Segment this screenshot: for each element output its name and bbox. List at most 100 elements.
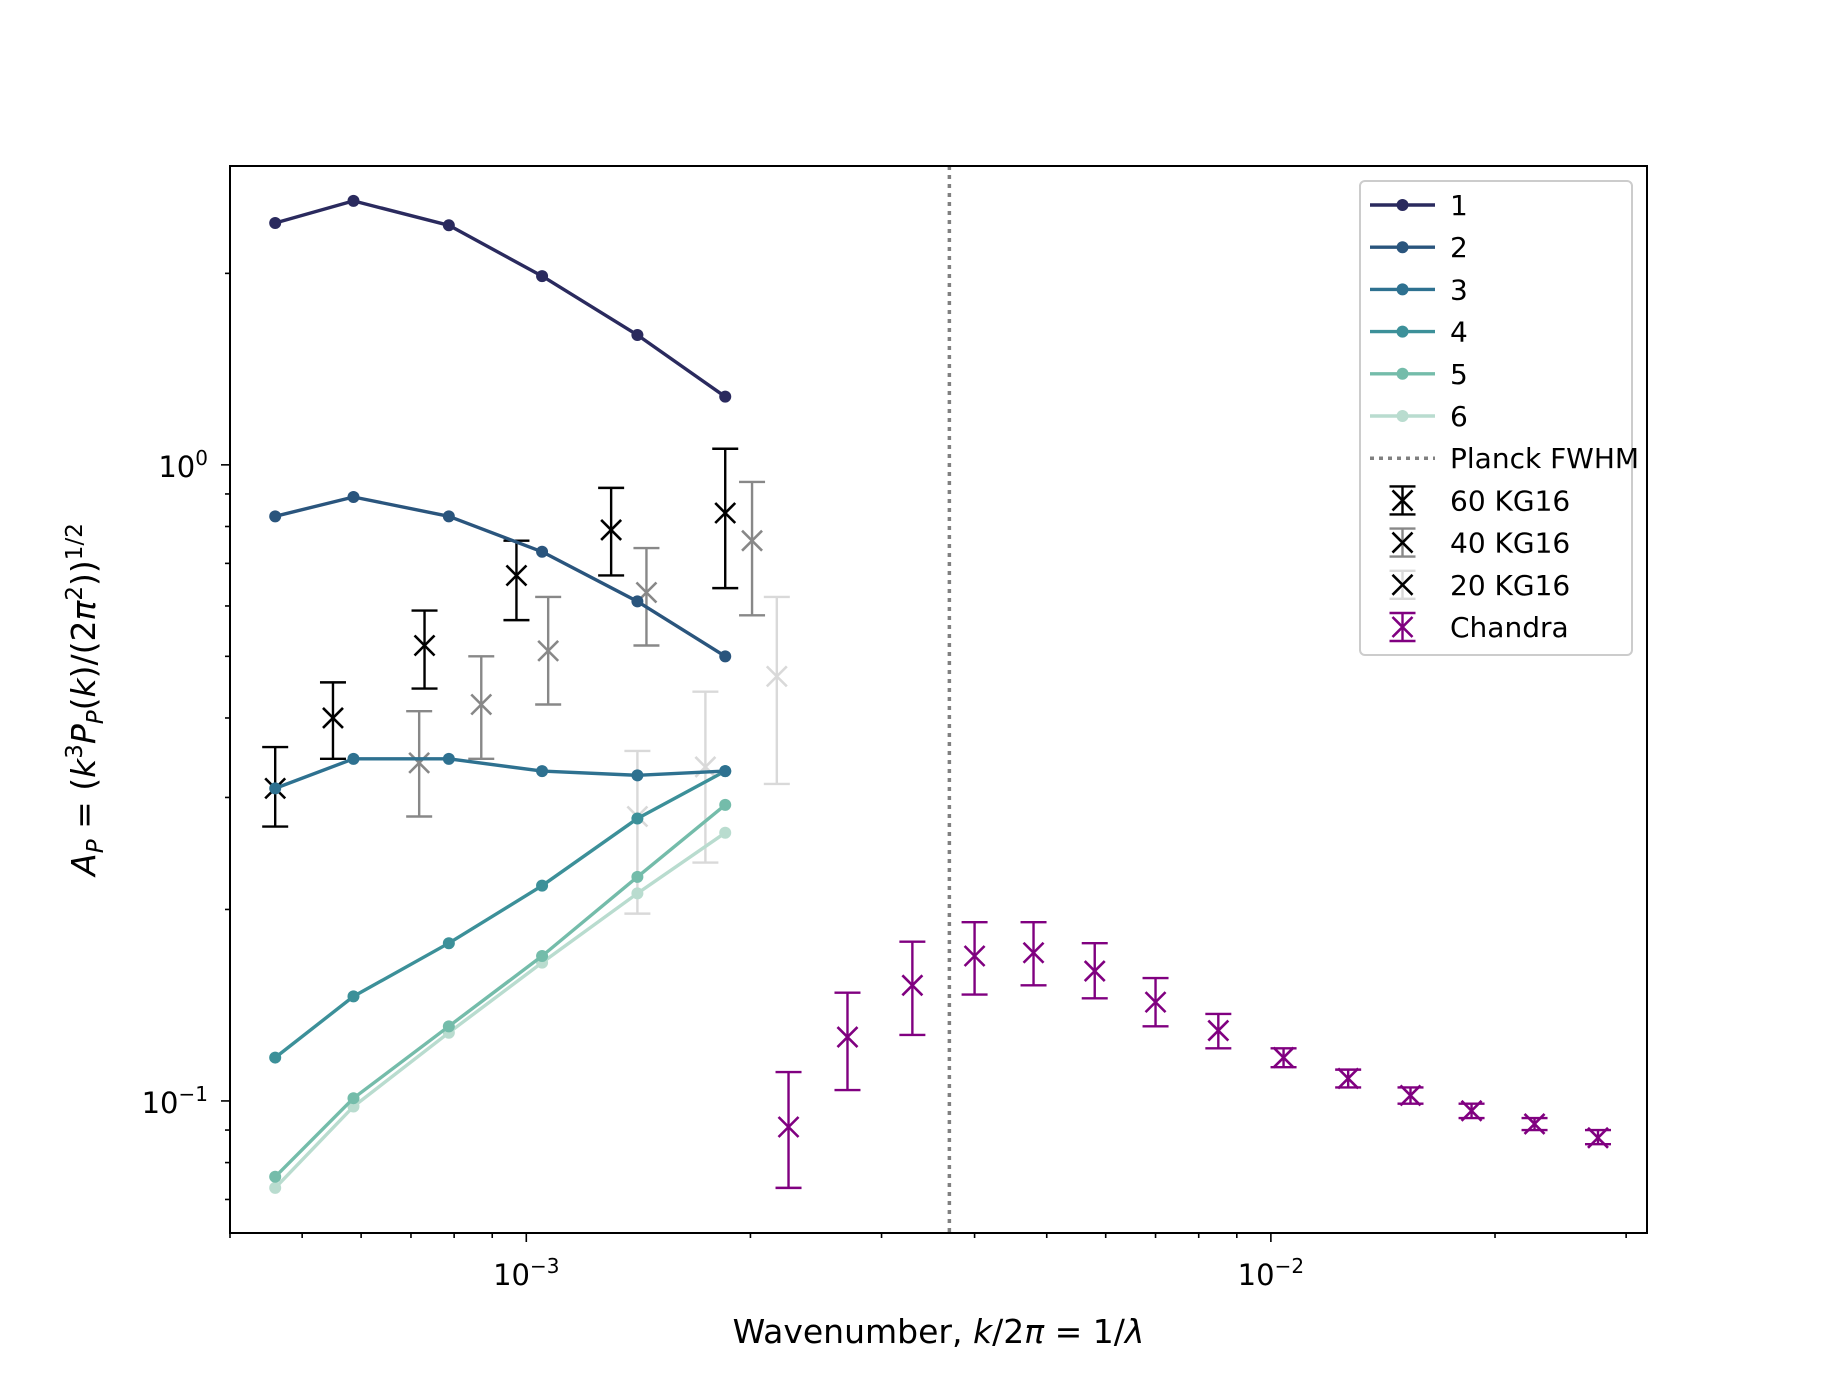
point-2-5 bbox=[719, 650, 732, 663]
legend-marker-swatch bbox=[1396, 241, 1409, 254]
errorbar-2-1 bbox=[692, 690, 719, 864]
marker-1-1 bbox=[470, 693, 493, 716]
legend-x-marker-swatch bbox=[1391, 489, 1414, 512]
marker-0-4 bbox=[600, 519, 623, 541]
plot-frame bbox=[229, 165, 1648, 1234]
legend-marker-swatch bbox=[1396, 410, 1409, 422]
legend-item-2: 2 bbox=[1370, 231, 1468, 264]
legend-box bbox=[1359, 180, 1633, 656]
point-1-4 bbox=[631, 329, 644, 342]
line-1 bbox=[274, 199, 727, 399]
line-6 bbox=[273, 831, 727, 1190]
point-5-0 bbox=[269, 1170, 282, 1183]
legend-item-60-kg16: 60 KG16 bbox=[1389, 484, 1570, 517]
legend-label: 6 bbox=[1450, 400, 1468, 433]
legend-marker-swatch bbox=[1396, 325, 1409, 338]
x-tick-label-0: 10−3 bbox=[493, 1254, 559, 1292]
line-2 bbox=[274, 495, 727, 658]
point-6-5 bbox=[719, 826, 732, 839]
point-3-4 bbox=[631, 769, 644, 782]
marker-3-13 bbox=[1587, 1126, 1609, 1149]
line-series-2 bbox=[269, 491, 732, 663]
line-series-3 bbox=[269, 752, 732, 795]
marker-0-3 bbox=[505, 564, 528, 587]
errorbar-0-5 bbox=[712, 447, 739, 590]
point-2-0 bbox=[269, 510, 282, 523]
errorbar-2-2 bbox=[763, 595, 790, 786]
point-5-2 bbox=[442, 1020, 455, 1033]
legend-label: 60 KG16 bbox=[1450, 484, 1570, 517]
legend-marker-swatch bbox=[1396, 367, 1409, 380]
errorbar-1-4 bbox=[739, 480, 766, 617]
point-5-3 bbox=[536, 949, 549, 962]
legend-label: Chandra bbox=[1450, 611, 1569, 644]
point-3-0 bbox=[269, 782, 282, 795]
marker-0-5 bbox=[714, 502, 737, 524]
line-5 bbox=[273, 803, 727, 1178]
marker-0-2 bbox=[413, 634, 436, 657]
marker-1-0 bbox=[408, 751, 431, 774]
errorbar-1-1 bbox=[468, 655, 495, 761]
marker-3-10 bbox=[1399, 1084, 1422, 1107]
point-1-0 bbox=[269, 217, 282, 230]
legend-label: 5 bbox=[1450, 358, 1468, 391]
legend-item-6: 6 bbox=[1370, 400, 1468, 433]
point-5-4 bbox=[631, 870, 644, 883]
errorbar-3-2 bbox=[899, 940, 926, 1037]
point-6-4 bbox=[631, 887, 644, 900]
marker-3-1 bbox=[836, 1026, 859, 1049]
y-tick-label-0: 10−1 bbox=[142, 1082, 208, 1120]
errorbar-3-0 bbox=[775, 1070, 802, 1190]
point-4-4 bbox=[631, 812, 644, 825]
legend-item-20-kg16: 20 KG16 bbox=[1389, 569, 1570, 602]
legend-label: Planck FWHM bbox=[1450, 442, 1639, 475]
legend-label: 2 bbox=[1450, 231, 1468, 264]
legend: 1 2 3 4 5 6 Planck FWHM 60 KG16 40 KG16 20 KG16 Ch… bbox=[1359, 180, 1639, 656]
axes-layer: 10−3 10−2 10−1 100 bbox=[142, 272, 1627, 1292]
marker-3-12 bbox=[1523, 1113, 1546, 1135]
marker-3-8 bbox=[1272, 1046, 1295, 1069]
legend-label: 20 KG16 bbox=[1450, 569, 1570, 602]
point-3-2 bbox=[442, 752, 455, 765]
point-1-2 bbox=[442, 219, 455, 232]
legend-item-4: 4 bbox=[1370, 316, 1468, 349]
point-2-3 bbox=[536, 545, 549, 558]
errorbar-series-60-kg16 bbox=[262, 447, 739, 828]
marker-3-3 bbox=[963, 945, 986, 967]
errorbar-1-3 bbox=[633, 546, 660, 647]
errorbar-3-1 bbox=[834, 991, 861, 1092]
line-series-5 bbox=[269, 798, 732, 1183]
data-layer bbox=[262, 166, 1611, 1233]
line-series-1 bbox=[269, 194, 732, 403]
legend-label: 40 KG16 bbox=[1450, 527, 1570, 560]
legend-label: 3 bbox=[1450, 273, 1468, 306]
y-tick-label-1: 100 bbox=[158, 446, 208, 484]
marker-1-2 bbox=[537, 639, 560, 662]
legend-label: 4 bbox=[1450, 316, 1468, 349]
legend-x-marker-swatch bbox=[1391, 531, 1414, 554]
point-4-3 bbox=[536, 879, 549, 892]
point-3-5 bbox=[719, 765, 732, 778]
point-1-1 bbox=[347, 194, 360, 207]
marker-0-1 bbox=[322, 707, 344, 729]
errorbar-3-3 bbox=[961, 920, 988, 996]
marker-3-11 bbox=[1460, 1099, 1483, 1122]
marker-3-0 bbox=[777, 1116, 800, 1138]
legend-item-40-kg16: 40 KG16 bbox=[1389, 527, 1570, 560]
point-3-3 bbox=[536, 765, 549, 778]
y-axis-label: AP = (k3PP(k)/(2π2))1/2 bbox=[62, 523, 109, 878]
line-3 bbox=[274, 757, 726, 790]
legend-x-marker-swatch bbox=[1391, 616, 1414, 638]
legend-item-1: 1 bbox=[1370, 189, 1468, 222]
errorbar-series-40-kg16 bbox=[406, 480, 766, 818]
point-2-4 bbox=[631, 595, 644, 608]
point-3-1 bbox=[347, 752, 360, 765]
point-6-0 bbox=[269, 1181, 282, 1194]
marker-3-6 bbox=[1144, 991, 1167, 1014]
errorbar-0-2 bbox=[411, 609, 438, 690]
marker-1-4 bbox=[741, 529, 763, 552]
marker-3-7 bbox=[1207, 1019, 1230, 1042]
point-4-1 bbox=[347, 990, 360, 1003]
marker-2-2 bbox=[765, 665, 788, 688]
